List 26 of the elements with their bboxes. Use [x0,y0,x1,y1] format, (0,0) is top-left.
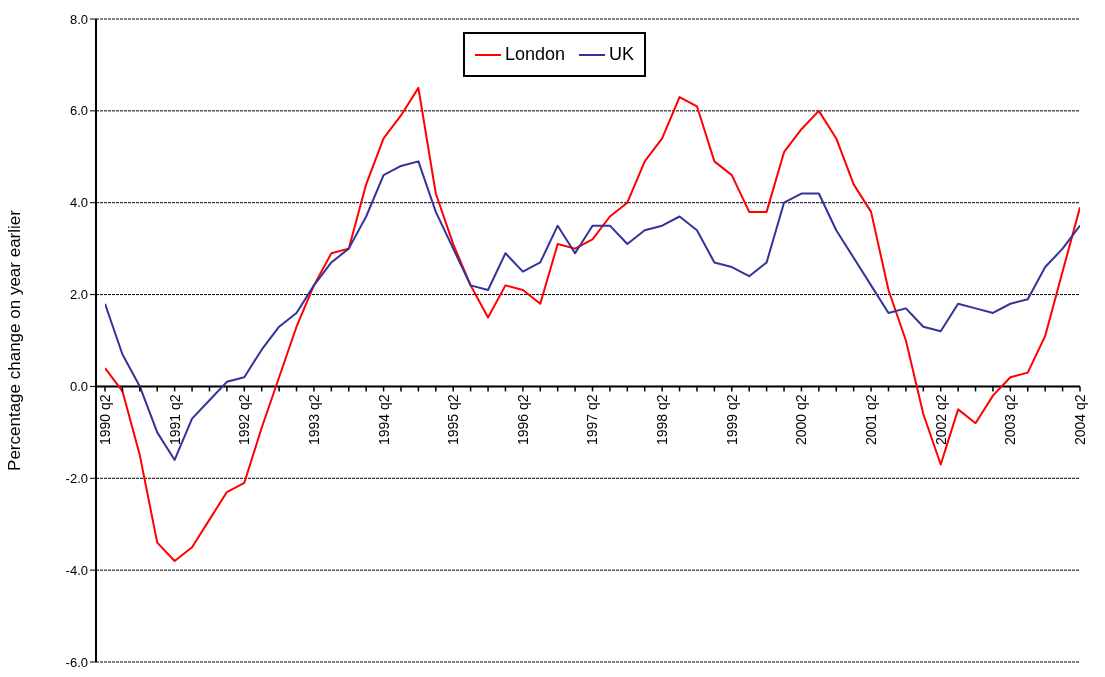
y-tick-label: 2.0 [69,287,88,303]
legend-label: London [505,44,566,65]
y-tick-label: 8.0 [69,11,88,27]
y-tick-label: 0.0 [69,379,88,395]
y-tick-label: -6.0 [65,654,88,670]
x-tick-label: 1995 q2 [445,394,462,446]
x-tick-label: 2001 q2 [863,394,880,446]
x-tick-label: 1993 q2 [305,394,322,446]
x-tick-label: 2004 q2 [1072,394,1088,446]
y-tick-label: -4.0 [65,562,88,578]
legend-label: UK [609,44,635,65]
x-tick-label: 1991 q2 [166,394,183,446]
y-tick-label: 4.0 [69,195,88,211]
x-tick-label: 1996 q2 [514,394,531,446]
x-tick-label: 1990 q2 [97,394,113,446]
x-tick-label: 2002 q2 [932,394,949,446]
x-tick-label: 1997 q2 [584,394,601,446]
x-tick-label: 2000 q2 [793,394,810,446]
x-tick-label: 1998 q2 [654,394,671,446]
x-tick-label: 1999 q2 [723,394,740,446]
x-tick-label: 1994 q2 [375,394,392,446]
x-tick-label: 1992 q2 [236,394,253,446]
y-tick-label: 6.0 [69,103,88,119]
y-axis-title: Percentage change on year earlier [5,209,25,471]
x-tick-label: 2003 q2 [1002,394,1019,446]
y-tick-label: -2.0 [65,470,88,486]
